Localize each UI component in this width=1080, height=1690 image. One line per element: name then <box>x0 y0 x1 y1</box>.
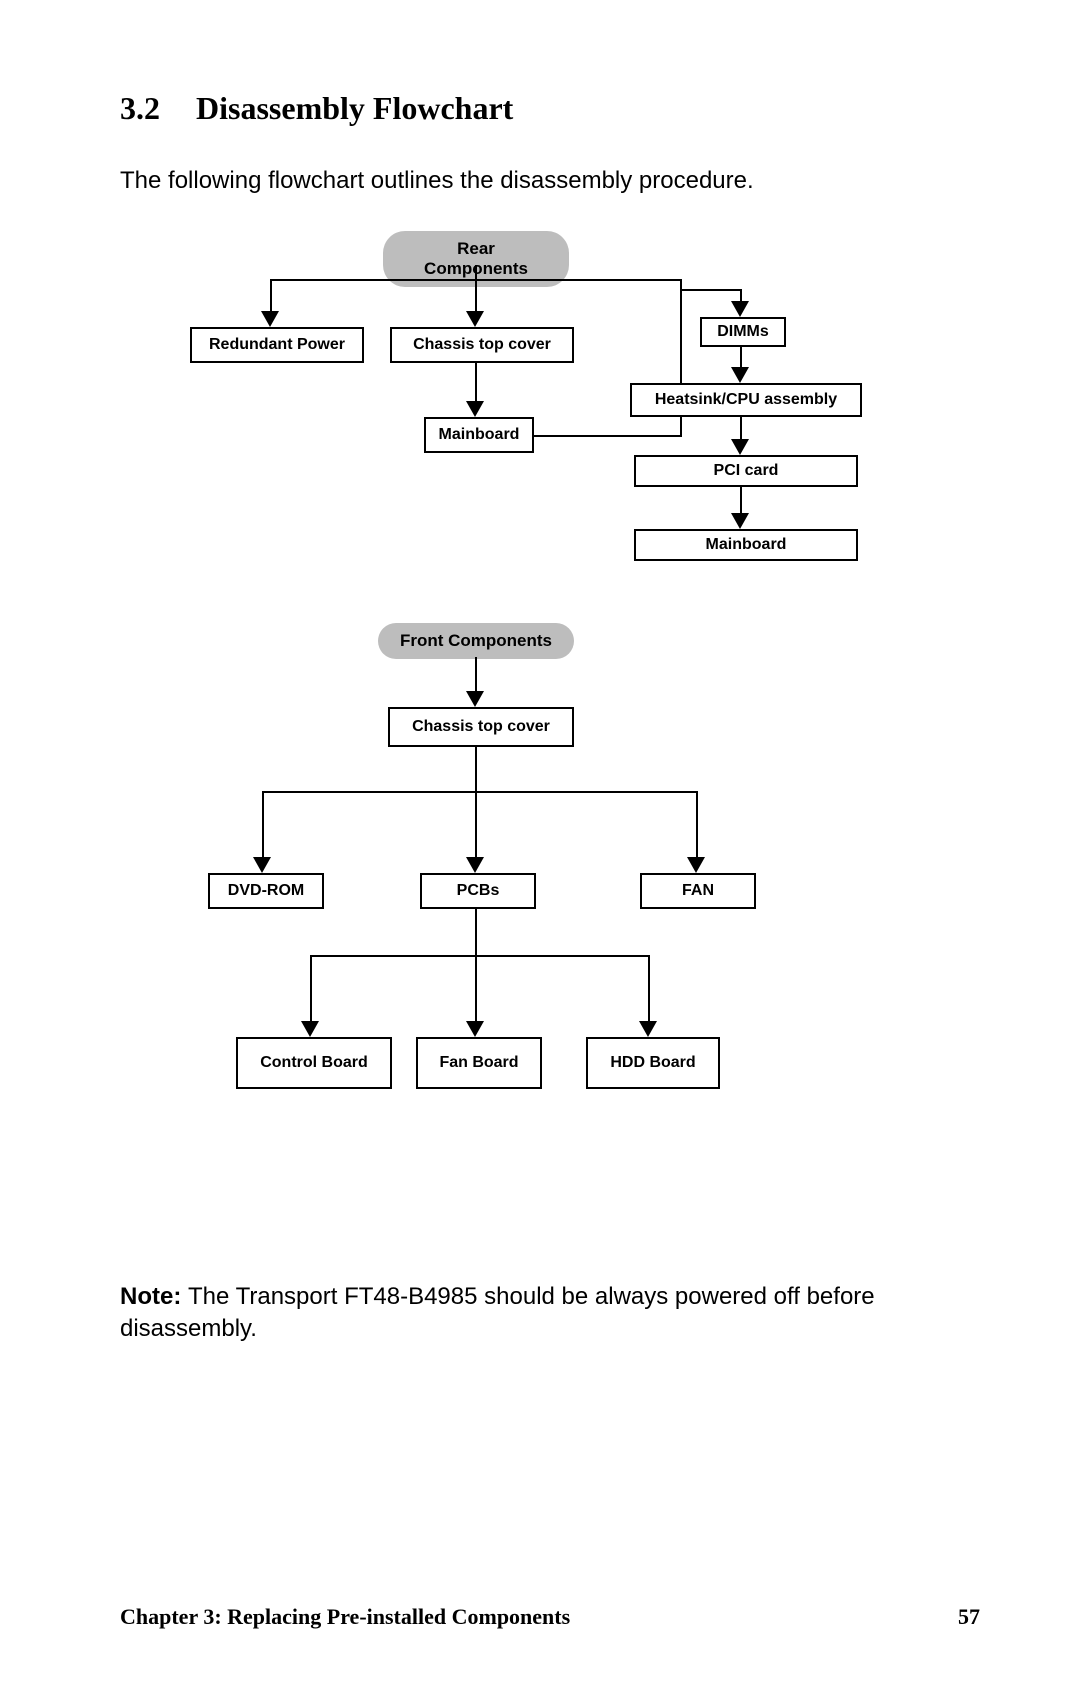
node-fan: FAN <box>640 873 756 909</box>
arrow-down-icon <box>466 857 484 873</box>
node-dvd-rom: DVD-ROM <box>208 873 324 909</box>
connector-line <box>648 955 650 1025</box>
section-title: Disassembly Flowchart <box>196 90 513 126</box>
arrow-down-icon <box>253 857 271 873</box>
node-redundant-power: Redundant Power <box>190 327 364 363</box>
connector-line <box>310 955 650 957</box>
arrow-down-icon <box>466 311 484 327</box>
footer-page-number: 57 <box>958 1604 980 1630</box>
connector-line <box>475 657 477 695</box>
connector-line <box>262 791 698 793</box>
node-dimms: DIMMs <box>700 317 786 347</box>
connector-line <box>696 791 698 861</box>
node-mainboard-2: Mainboard <box>634 529 858 561</box>
node-chassis-top-cover-1: Chassis top cover <box>390 327 574 363</box>
arrow-down-icon <box>466 1021 484 1037</box>
arrow-down-icon <box>301 1021 319 1037</box>
connector-line <box>475 955 477 1025</box>
node-control-board: Control Board <box>236 1037 392 1089</box>
arrow-down-icon <box>466 401 484 417</box>
pill-front-components: Front Components <box>378 623 574 659</box>
connector-line <box>475 747 477 791</box>
node-pcbs: PCBs <box>420 873 536 909</box>
section-heading: 3.2 Disassembly Flowchart <box>120 90 980 127</box>
page-footer: Chapter 3: Replacing Pre-installed Compo… <box>120 1604 980 1630</box>
connector-line <box>475 279 477 315</box>
document-page: 3.2 Disassembly Flowchart The following f… <box>0 0 1080 1690</box>
arrow-down-icon <box>731 301 749 317</box>
footer-chapter: Chapter 3: Replacing Pre-installed Compo… <box>120 1604 570 1630</box>
note-label: Note: <box>120 1283 181 1310</box>
node-mainboard-1: Mainboard <box>424 417 534 453</box>
arrow-down-icon <box>731 439 749 455</box>
arrow-down-icon <box>639 1021 657 1037</box>
connector-line <box>534 435 682 437</box>
arrow-down-icon <box>466 691 484 707</box>
node-chassis-top-cover-2: Chassis top cover <box>388 707 574 747</box>
node-heatsink-cpu: Heatsink/CPU assembly <box>630 383 862 417</box>
section-number: 3.2 <box>120 90 160 127</box>
flowchart-diagram: Rear Components Redundant Power Chassis … <box>170 231 930 1251</box>
note-text: Note: The Transport FT48-B4985 should be… <box>120 1281 980 1346</box>
connector-line <box>475 791 477 861</box>
node-pci-card: PCI card <box>634 455 858 487</box>
arrow-down-icon <box>731 513 749 529</box>
arrow-down-icon <box>731 367 749 383</box>
connector-line <box>270 279 272 315</box>
connector-line <box>475 363 477 405</box>
connector-line <box>310 955 312 1025</box>
node-hdd-board: HDD Board <box>586 1037 720 1089</box>
connector-line <box>475 265 477 279</box>
connector-line <box>680 289 742 291</box>
arrow-down-icon <box>261 311 279 327</box>
intro-text: The following flowchart outlines the dis… <box>120 167 980 195</box>
connector-line <box>475 909 477 955</box>
note-body: The Transport FT48-B4985 should be alway… <box>120 1283 875 1342</box>
node-fan-board: Fan Board <box>416 1037 542 1089</box>
connector-line <box>262 791 264 861</box>
arrow-down-icon <box>687 857 705 873</box>
